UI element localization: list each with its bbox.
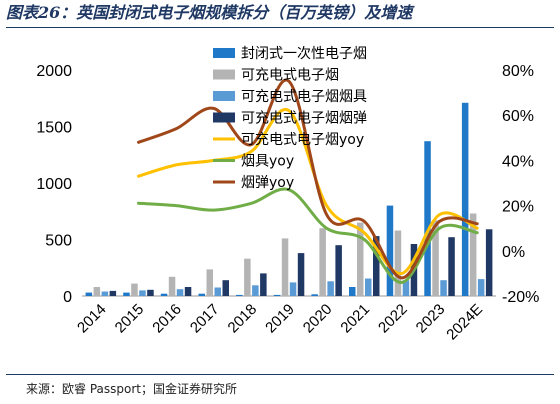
left-tick-label: 1000	[36, 176, 72, 193]
bar-3	[477, 279, 485, 296]
bar-1	[311, 294, 318, 296]
bar-2	[244, 258, 251, 296]
bar-4	[335, 245, 342, 296]
bar-3	[176, 289, 184, 296]
legend-label: 可充电式电子烟	[241, 68, 339, 84]
category-labels: 2014 2015 2016 2017 2018 2019 2020 2021 2022 2023…	[74, 301, 486, 344]
bar-1	[386, 205, 394, 296]
bar-4	[222, 280, 229, 296]
bar-2	[319, 228, 326, 296]
left-tick-label: 500	[45, 233, 72, 250]
bar-1	[160, 293, 168, 296]
bar-1	[349, 287, 356, 296]
bar-2	[168, 276, 176, 296]
bar-4	[184, 287, 192, 296]
bar-1	[273, 294, 281, 296]
bar-4	[485, 229, 493, 296]
legend-label: 封闭式一次性电子烟	[241, 46, 367, 62]
category-label: 2019	[262, 301, 298, 337]
bar-4	[109, 290, 117, 296]
chart-title: 图表26：英国封闭式电子烟规模拆分（百万英镑）及增速	[6, 3, 413, 22]
right-tick-label: 40%	[502, 153, 534, 170]
bar-2	[432, 220, 439, 296]
bar-2	[131, 283, 138, 296]
category-label: 2018	[225, 301, 261, 337]
right-tick-label: 20%	[502, 199, 534, 216]
bar-2	[93, 287, 101, 296]
legend-swatch	[213, 48, 235, 58]
category-label: 2021	[337, 301, 373, 337]
bar-1	[85, 292, 93, 296]
bar-3	[139, 290, 146, 296]
bar-2	[394, 230, 402, 296]
title-rule	[6, 27, 554, 28]
line-series-group	[137, 78, 479, 284]
bar-3	[101, 291, 109, 296]
left-tick-label: 0	[63, 289, 72, 306]
legend-label: 烟具yoy	[241, 154, 294, 170]
bar-3	[440, 280, 447, 296]
right-tick-label: 60%	[502, 108, 534, 125]
left-axis-ticks: 0 500 1000 1500 2000	[36, 63, 72, 306]
left-tick-label: 1500	[36, 120, 72, 137]
bar-3	[402, 280, 410, 296]
category-label: 2014	[74, 301, 110, 337]
bar-2	[469, 213, 477, 296]
bar-4	[147, 289, 154, 296]
legend-swatch	[213, 112, 235, 123]
bar-3	[365, 278, 372, 296]
bar-4	[297, 253, 305, 296]
source-rule	[6, 374, 554, 375]
legend-label: 可充电式电子烟yoy	[241, 132, 364, 148]
bar-1	[198, 293, 205, 296]
bar-2	[206, 269, 213, 296]
category-label: 2017	[187, 301, 223, 337]
bar-4	[260, 273, 267, 296]
line-3	[137, 78, 479, 280]
bar-2	[281, 238, 289, 296]
bar-3	[289, 282, 297, 296]
bar-series-group	[85, 102, 493, 296]
legend-swatch	[213, 69, 235, 80]
category-label: 2015	[112, 301, 148, 337]
category-label: 2024E	[443, 301, 486, 344]
bar-4	[448, 237, 455, 296]
line-1	[137, 107, 479, 275]
category-label: 2016	[149, 301, 185, 337]
right-tick-label: 0%	[502, 244, 525, 261]
legend-swatch	[213, 91, 235, 101]
bar-3	[214, 287, 221, 296]
bar-1	[123, 292, 130, 296]
bar-2	[357, 222, 364, 296]
category-label: 2022	[375, 301, 411, 337]
line-2	[137, 187, 479, 284]
bar-3	[252, 285, 259, 296]
right-axis-ticks: -20% 0% 20% 40% 60% 80%	[502, 63, 539, 306]
bar-3	[327, 281, 334, 296]
legend-label: 烟弹yoy	[241, 175, 294, 191]
bar-1	[236, 294, 243, 296]
bar-1	[424, 141, 431, 296]
right-tick-label: -20%	[502, 289, 539, 306]
legend: 封闭式一次性电子烟可充电式电子烟可充电式电子烟烟具可充电式电子烟烟弹可充电式电子…	[213, 46, 367, 191]
category-label: 2020	[300, 301, 336, 337]
legend-label: 可充电式电子烟烟弹	[241, 111, 367, 127]
bar-1	[461, 102, 469, 296]
bar-4	[373, 236, 380, 296]
source-note: 来源：欧睿 Passport；国金证券研究所	[26, 382, 237, 396]
right-tick-label: 80%	[502, 63, 534, 80]
left-tick-label: 2000	[36, 63, 72, 80]
legend-label: 可充电式电子烟烟具	[241, 89, 367, 105]
